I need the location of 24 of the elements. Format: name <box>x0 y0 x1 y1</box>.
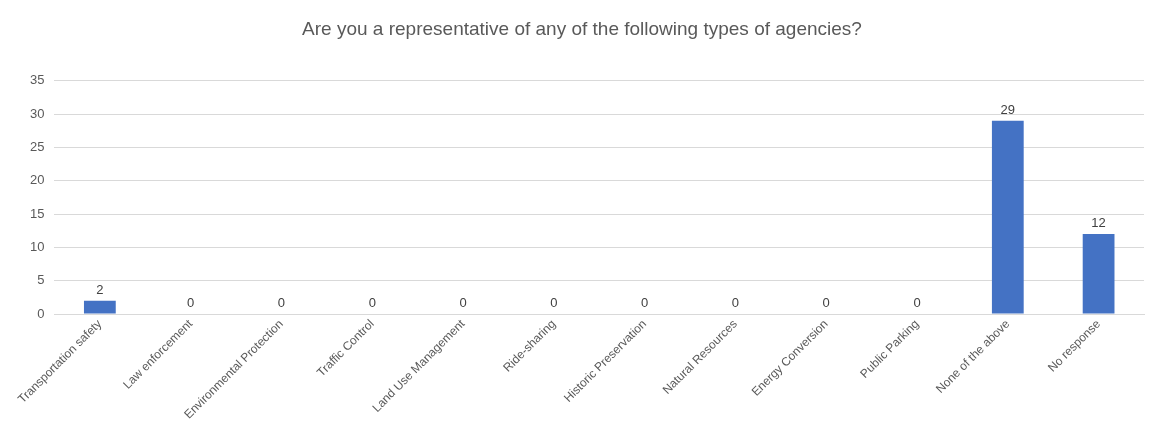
data-label: 12 <box>1091 215 1106 231</box>
y-tick-label: 20 <box>29 172 45 188</box>
data-label: 0 <box>550 295 558 311</box>
chart-title: Are you a representative of any of the following types of agencies? <box>302 17 862 39</box>
bar <box>991 120 1024 314</box>
data-label: 0 <box>913 295 921 311</box>
y-tick-label: 10 <box>29 238 45 254</box>
data-label: 0 <box>731 295 740 311</box>
data-label: 0 <box>822 295 830 311</box>
bar <box>1082 234 1115 314</box>
data-label: 2 <box>96 281 104 297</box>
data-label: 0 <box>459 295 467 311</box>
data-label: 0 <box>368 295 376 311</box>
data-label: 0 <box>641 295 649 311</box>
data-label: 0 <box>277 295 286 311</box>
data-label: 0 <box>187 295 195 311</box>
y-tick-label: 0 <box>37 305 45 321</box>
data-label: 29 <box>1000 101 1016 117</box>
y-tick-label: 25 <box>29 139 45 155</box>
y-tick-label: 5 <box>37 272 45 288</box>
y-tick-label: 15 <box>29 205 45 221</box>
y-tick-label: 30 <box>29 105 45 121</box>
bar <box>83 300 116 314</box>
y-tick-label: 35 <box>29 72 45 88</box>
